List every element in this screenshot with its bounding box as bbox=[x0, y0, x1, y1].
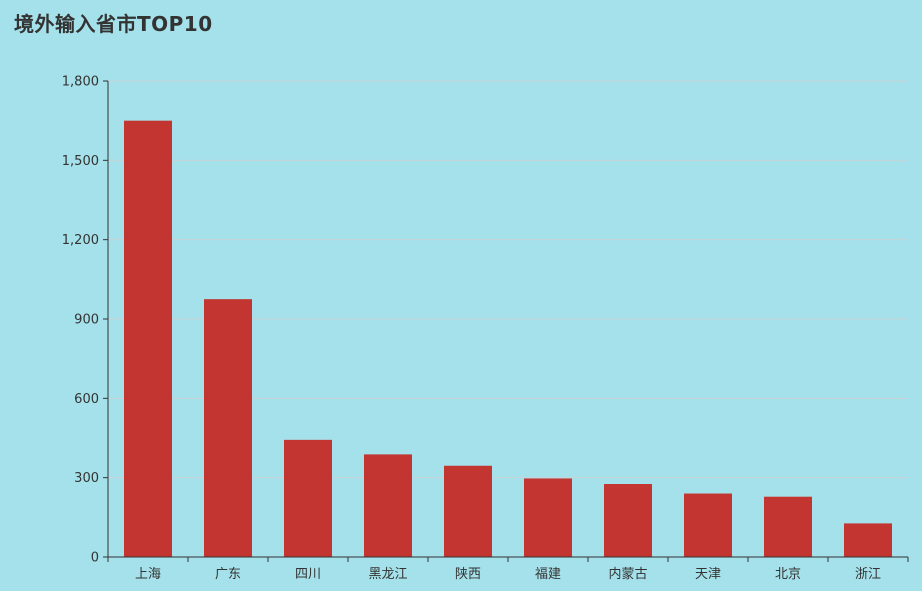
x-category-label: 上海 bbox=[135, 567, 161, 582]
x-category-label: 陕西 bbox=[455, 567, 481, 582]
bar-8[interactable] bbox=[684, 493, 732, 557]
y-tick-label: 1,500 bbox=[62, 154, 99, 169]
y-tick-label: 900 bbox=[74, 313, 99, 328]
y-tick-label: 600 bbox=[74, 392, 99, 407]
x-category-label: 广东 bbox=[215, 567, 241, 582]
bar-9[interactable] bbox=[764, 496, 812, 557]
x-category-label: 内蒙古 bbox=[608, 566, 647, 582]
chart-title: 境外输入省市TOP10 bbox=[14, 12, 213, 36]
x-category-label: 四川 bbox=[295, 567, 321, 582]
bar-4[interactable] bbox=[364, 454, 412, 557]
bar-3[interactable] bbox=[284, 439, 332, 557]
y-tick-label: 1,800 bbox=[62, 75, 99, 90]
y-tick-label: 300 bbox=[74, 471, 99, 486]
bar-5[interactable] bbox=[444, 465, 492, 557]
x-category-label: 浙江 bbox=[855, 567, 881, 582]
bars bbox=[124, 120, 892, 558]
bar-7[interactable] bbox=[604, 484, 652, 557]
bar-6[interactable] bbox=[524, 478, 572, 557]
bar-1[interactable] bbox=[124, 120, 172, 558]
tick-labels: 0 300 600 900 1,200 1,500 1,800 上海 广东 四川 黑龙江 陕西 福建 内蒙… bbox=[62, 75, 881, 583]
axes bbox=[103, 80, 909, 562]
y-tick-label: 1,200 bbox=[62, 233, 99, 248]
x-category-label: 黑龙江 bbox=[368, 567, 407, 582]
y-tick-label: 0 bbox=[91, 551, 99, 566]
x-category-label: 福建 bbox=[535, 567, 561, 582]
x-category-label: 天津 bbox=[695, 567, 721, 582]
bar-10[interactable] bbox=[844, 523, 892, 557]
x-category-label: 北京 bbox=[775, 567, 801, 582]
bar-2[interactable] bbox=[204, 299, 252, 557]
